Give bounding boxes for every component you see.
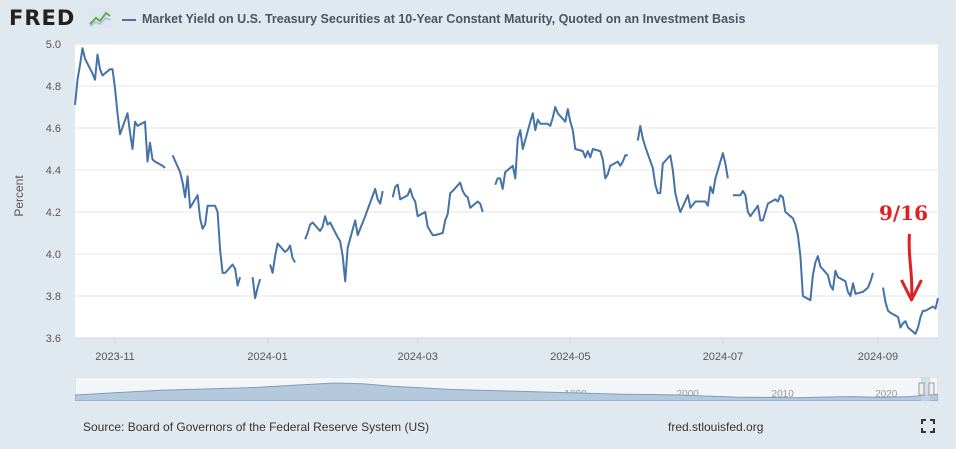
series-segment — [882, 287, 939, 335]
series-segment — [251, 276, 262, 300]
y-tick-label: 3.6 — [46, 333, 61, 345]
series-segment — [494, 106, 628, 190]
y-tick-label: 5.0 — [46, 39, 61, 51]
navigator-right-handle[interactable] — [928, 382, 935, 396]
y-axis-label: Percent — [12, 175, 26, 217]
x-tick-label: 2024-03 — [398, 351, 438, 363]
navigator-label: 2020 — [875, 389, 898, 400]
navigator-selection[interactable] — [921, 377, 930, 401]
y-axis: 3.6 3.8 4.0 4.2 4.4 4.6 4.8 5.0 — [46, 39, 61, 345]
y-tick-label: 3.8 — [46, 291, 61, 303]
annotation-arrow-shaft — [907, 233, 914, 299]
legend-line-swatch — [122, 18, 136, 21]
x-tick-label: 2024-01 — [247, 351, 287, 363]
annotation: 9/16 — [879, 201, 928, 302]
fullscreen-icon[interactable] — [921, 419, 935, 433]
series-segment — [171, 154, 242, 287]
x-tick-label: 2024-09 — [858, 351, 898, 363]
y-tick-label: 4.6 — [46, 123, 61, 135]
x-tick-label: 2024-05 — [550, 351, 590, 363]
navigator[interactable]: 197019801990200020102020 — [75, 377, 938, 401]
series-segment — [636, 124, 729, 213]
x-axis: 2023-11 2024-01 2024-03 2024-05 2024-07 2024-… — [75, 337, 938, 363]
chart-header: FRED Market Yield on U.S. Treasury Secur… — [0, 0, 956, 36]
chart-legend: Market Yield on U.S. Treasury Securities… — [122, 12, 745, 26]
series-segment — [732, 190, 874, 302]
series-segment — [74, 47, 166, 169]
legend-series-label: Market Yield on U.S. Treasury Securities… — [142, 12, 746, 26]
y-tick-label: 4.2 — [46, 207, 61, 219]
y-tick-label: 4.8 — [46, 81, 61, 93]
series-segment — [304, 187, 384, 283]
x-tick-label: 2024-07 — [703, 351, 743, 363]
navigator-label: 2010 — [772, 389, 795, 400]
series-segment — [391, 181, 484, 237]
navigator-label: 2000 — [677, 389, 700, 400]
source-text: Source: Board of Governors of the Federa… — [83, 420, 430, 434]
fred-logo[interactable]: FRED — [9, 6, 76, 30]
navigator-left-handle[interactable] — [918, 382, 925, 396]
series-segment — [269, 242, 296, 274]
fred-url-link[interactable]: fred.stlouisfed.org — [668, 420, 764, 434]
series-line — [74, 47, 939, 335]
x-tick-label: 2023-11 — [95, 351, 135, 363]
navigator-area — [75, 382, 938, 401]
plot-background — [75, 44, 938, 338]
y-tick-label: 4.4 — [46, 165, 61, 177]
y-tick-label: 4.0 — [46, 249, 61, 261]
annotation-arrow-head — [900, 279, 923, 302]
fred-logo-graph-icon — [88, 8, 112, 28]
main-chart: 3.6 3.8 4.0 4.2 4.4 4.6 4.8 5.0 Percent 2023-11… — [12, 39, 939, 363]
annotation-label: 9/16 — [879, 201, 928, 225]
